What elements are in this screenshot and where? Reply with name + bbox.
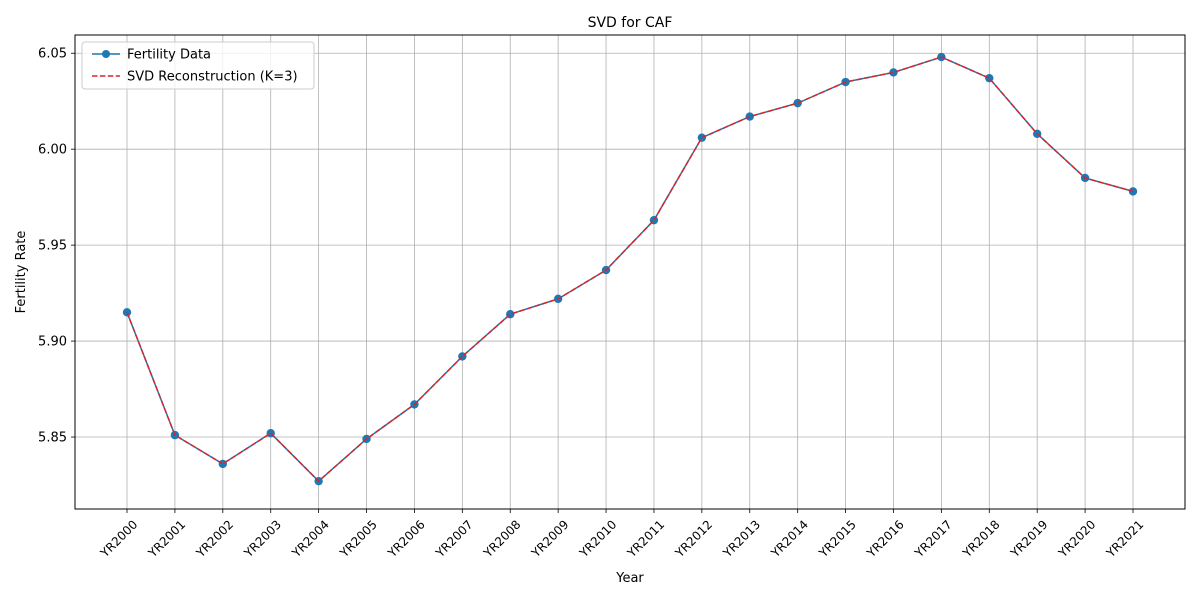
data-point-fertility-data bbox=[793, 98, 802, 108]
y-axis-label: Fertility Rate bbox=[14, 231, 29, 314]
data-point-fertility-data bbox=[122, 308, 132, 317]
series-line-svd-reconstruction bbox=[126, 56, 1134, 483]
data-point-fertility-data bbox=[218, 459, 228, 469]
legend-label-fertility-data: Fertility Data bbox=[127, 48, 211, 63]
legend-box bbox=[81, 41, 315, 90]
chart-title: SVD for CAF bbox=[588, 15, 673, 31]
plot-frame bbox=[74, 34, 1186, 510]
axes bbox=[74, 34, 1186, 510]
y-tick-label: 5.85 bbox=[38, 431, 67, 446]
x-axis-label: Year bbox=[615, 571, 644, 586]
legend: Fertility Data SVD Reconstruction (K=3) bbox=[81, 41, 315, 90]
y-tick-label: 5.95 bbox=[38, 239, 67, 254]
y-tick-label: 6.00 bbox=[38, 143, 67, 158]
data-point-fertility-data bbox=[889, 68, 898, 77]
series bbox=[122, 52, 1138, 486]
y-tick-label: 6.05 bbox=[38, 47, 67, 62]
legend-marker-fertility-data bbox=[102, 50, 110, 58]
y-tick-label: 5.90 bbox=[38, 335, 67, 350]
legend-label-svd-reconstruction: SVD Reconstruction (K=3) bbox=[127, 70, 298, 85]
